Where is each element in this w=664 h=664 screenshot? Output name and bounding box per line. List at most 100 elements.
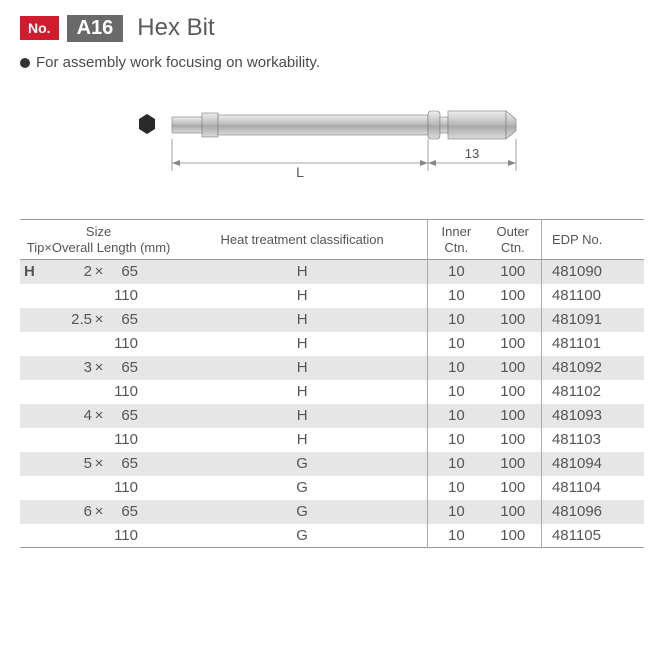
table-row: 2.5×65H10100481091 — [20, 308, 644, 332]
size-tip — [48, 383, 92, 400]
size-length: 110 — [106, 287, 142, 304]
cell-heat: H — [177, 284, 428, 308]
th-inner-l2: Ctn. — [430, 240, 482, 256]
cell-size: 110 — [20, 284, 177, 308]
cell-size: 110 — [20, 380, 177, 404]
size-prefix — [24, 335, 48, 352]
hexagon-icon — [139, 114, 155, 134]
size-tip — [48, 431, 92, 448]
size-mult: × — [92, 455, 106, 472]
size-prefix — [24, 431, 48, 448]
th-size-l2: Tip×Overall Length (mm) — [22, 240, 175, 256]
cell-edp: 481104 — [541, 476, 644, 500]
size-tip: 4 — [48, 407, 92, 424]
th-edp: EDP No. — [541, 220, 644, 260]
cell-edp: 481102 — [541, 380, 644, 404]
cell-inner-ctn: 10 — [428, 260, 485, 284]
cell-size: 3×65 — [20, 356, 177, 380]
cell-inner-ctn: 10 — [428, 308, 485, 332]
size-length: 110 — [106, 527, 142, 544]
cell-edp: 481105 — [541, 524, 644, 548]
cell-edp: 481093 — [541, 404, 644, 428]
table-row: 110H10100481102 — [20, 380, 644, 404]
cell-size: 6×65 — [20, 500, 177, 524]
th-inner: Inner Ctn. — [428, 220, 485, 260]
size-length: 110 — [106, 383, 142, 400]
size-prefix — [24, 287, 48, 304]
description-text: For assembly work focusing on workabilit… — [36, 54, 320, 71]
cell-size: 2.5×65 — [20, 308, 177, 332]
no-badge: No. — [20, 16, 59, 40]
size-prefix: H — [24, 263, 48, 280]
page-title: Hex Bit — [137, 14, 214, 42]
cell-outer-ctn: 100 — [485, 500, 542, 524]
size-mult — [92, 383, 106, 400]
cell-outer-ctn: 100 — [485, 452, 542, 476]
size-tip: 2.5 — [48, 311, 92, 328]
cell-outer-ctn: 100 — [485, 332, 542, 356]
cell-heat: H — [177, 404, 428, 428]
size-prefix — [24, 407, 48, 424]
size-length: 110 — [106, 335, 142, 352]
cell-inner-ctn: 10 — [428, 284, 485, 308]
cell-inner-ctn: 10 — [428, 404, 485, 428]
size-tip: 6 — [48, 503, 92, 520]
size-prefix — [24, 383, 48, 400]
cell-edp: 481100 — [541, 284, 644, 308]
cell-inner-ctn: 10 — [428, 500, 485, 524]
cell-edp: 481101 — [541, 332, 644, 356]
cell-edp: 481092 — [541, 356, 644, 380]
size-tip: 2 — [48, 263, 92, 280]
size-tip — [48, 479, 92, 496]
size-mult — [92, 335, 106, 352]
table-row: 110G10100481104 — [20, 476, 644, 500]
cell-size: 110 — [20, 476, 177, 500]
cell-size: 110 — [20, 524, 177, 548]
cell-inner-ctn: 10 — [428, 452, 485, 476]
cell-size: 110 — [20, 428, 177, 452]
cell-inner-ctn: 10 — [428, 356, 485, 380]
table-body: H2×65H10100481090110H101004811002.5×65H1… — [20, 260, 644, 548]
spec-table: Size Tip×Overall Length (mm) Heat treatm… — [20, 219, 644, 548]
bullet-icon — [20, 58, 30, 68]
size-mult: × — [92, 311, 106, 328]
table-row: H2×65H10100481090 — [20, 260, 644, 284]
cell-heat: H — [177, 428, 428, 452]
table-row: 4×65 H10100481093 — [20, 404, 644, 428]
cell-heat: G — [177, 476, 428, 500]
table-row: 6×65G10100481096 — [20, 500, 644, 524]
size-prefix — [24, 503, 48, 520]
size-mult — [92, 431, 106, 448]
cell-inner-ctn: 10 — [428, 524, 485, 548]
header: No. A16 Hex Bit — [20, 14, 644, 42]
th-size: Size Tip×Overall Length (mm) — [20, 220, 177, 260]
size-mult — [92, 287, 106, 304]
cell-outer-ctn: 100 — [485, 284, 542, 308]
diagram-container: L 13 — [20, 91, 644, 201]
table-row: 110 H10100481101 — [20, 332, 644, 356]
cell-heat: H — [177, 332, 428, 356]
cell-outer-ctn: 100 — [485, 404, 542, 428]
cell-size: 110 — [20, 332, 177, 356]
cell-heat: H — [177, 260, 428, 284]
size-mult — [92, 527, 106, 544]
th-size-l1: Size — [22, 224, 175, 240]
cell-outer-ctn: 100 — [485, 476, 542, 500]
th-inner-l1: Inner — [430, 224, 482, 240]
th-outer-l1: Outer — [487, 224, 539, 240]
cell-outer-ctn: 100 — [485, 308, 542, 332]
size-mult: × — [92, 407, 106, 424]
cell-heat: G — [177, 524, 428, 548]
size-mult: × — [92, 359, 106, 376]
size-length: 65 — [106, 407, 142, 424]
size-mult: × — [92, 503, 106, 520]
table-row: 110H10100481103 — [20, 428, 644, 452]
dim-L-label: L — [296, 164, 304, 180]
size-length: 65 — [106, 311, 142, 328]
size-length: 65 — [106, 263, 142, 280]
th-heat: Heat treatment classification — [177, 220, 428, 260]
cell-heat: G — [177, 500, 428, 524]
table-row: 5×65G10100481094 — [20, 452, 644, 476]
cell-inner-ctn: 10 — [428, 332, 485, 356]
table-row: 110G10100481105 — [20, 524, 644, 548]
